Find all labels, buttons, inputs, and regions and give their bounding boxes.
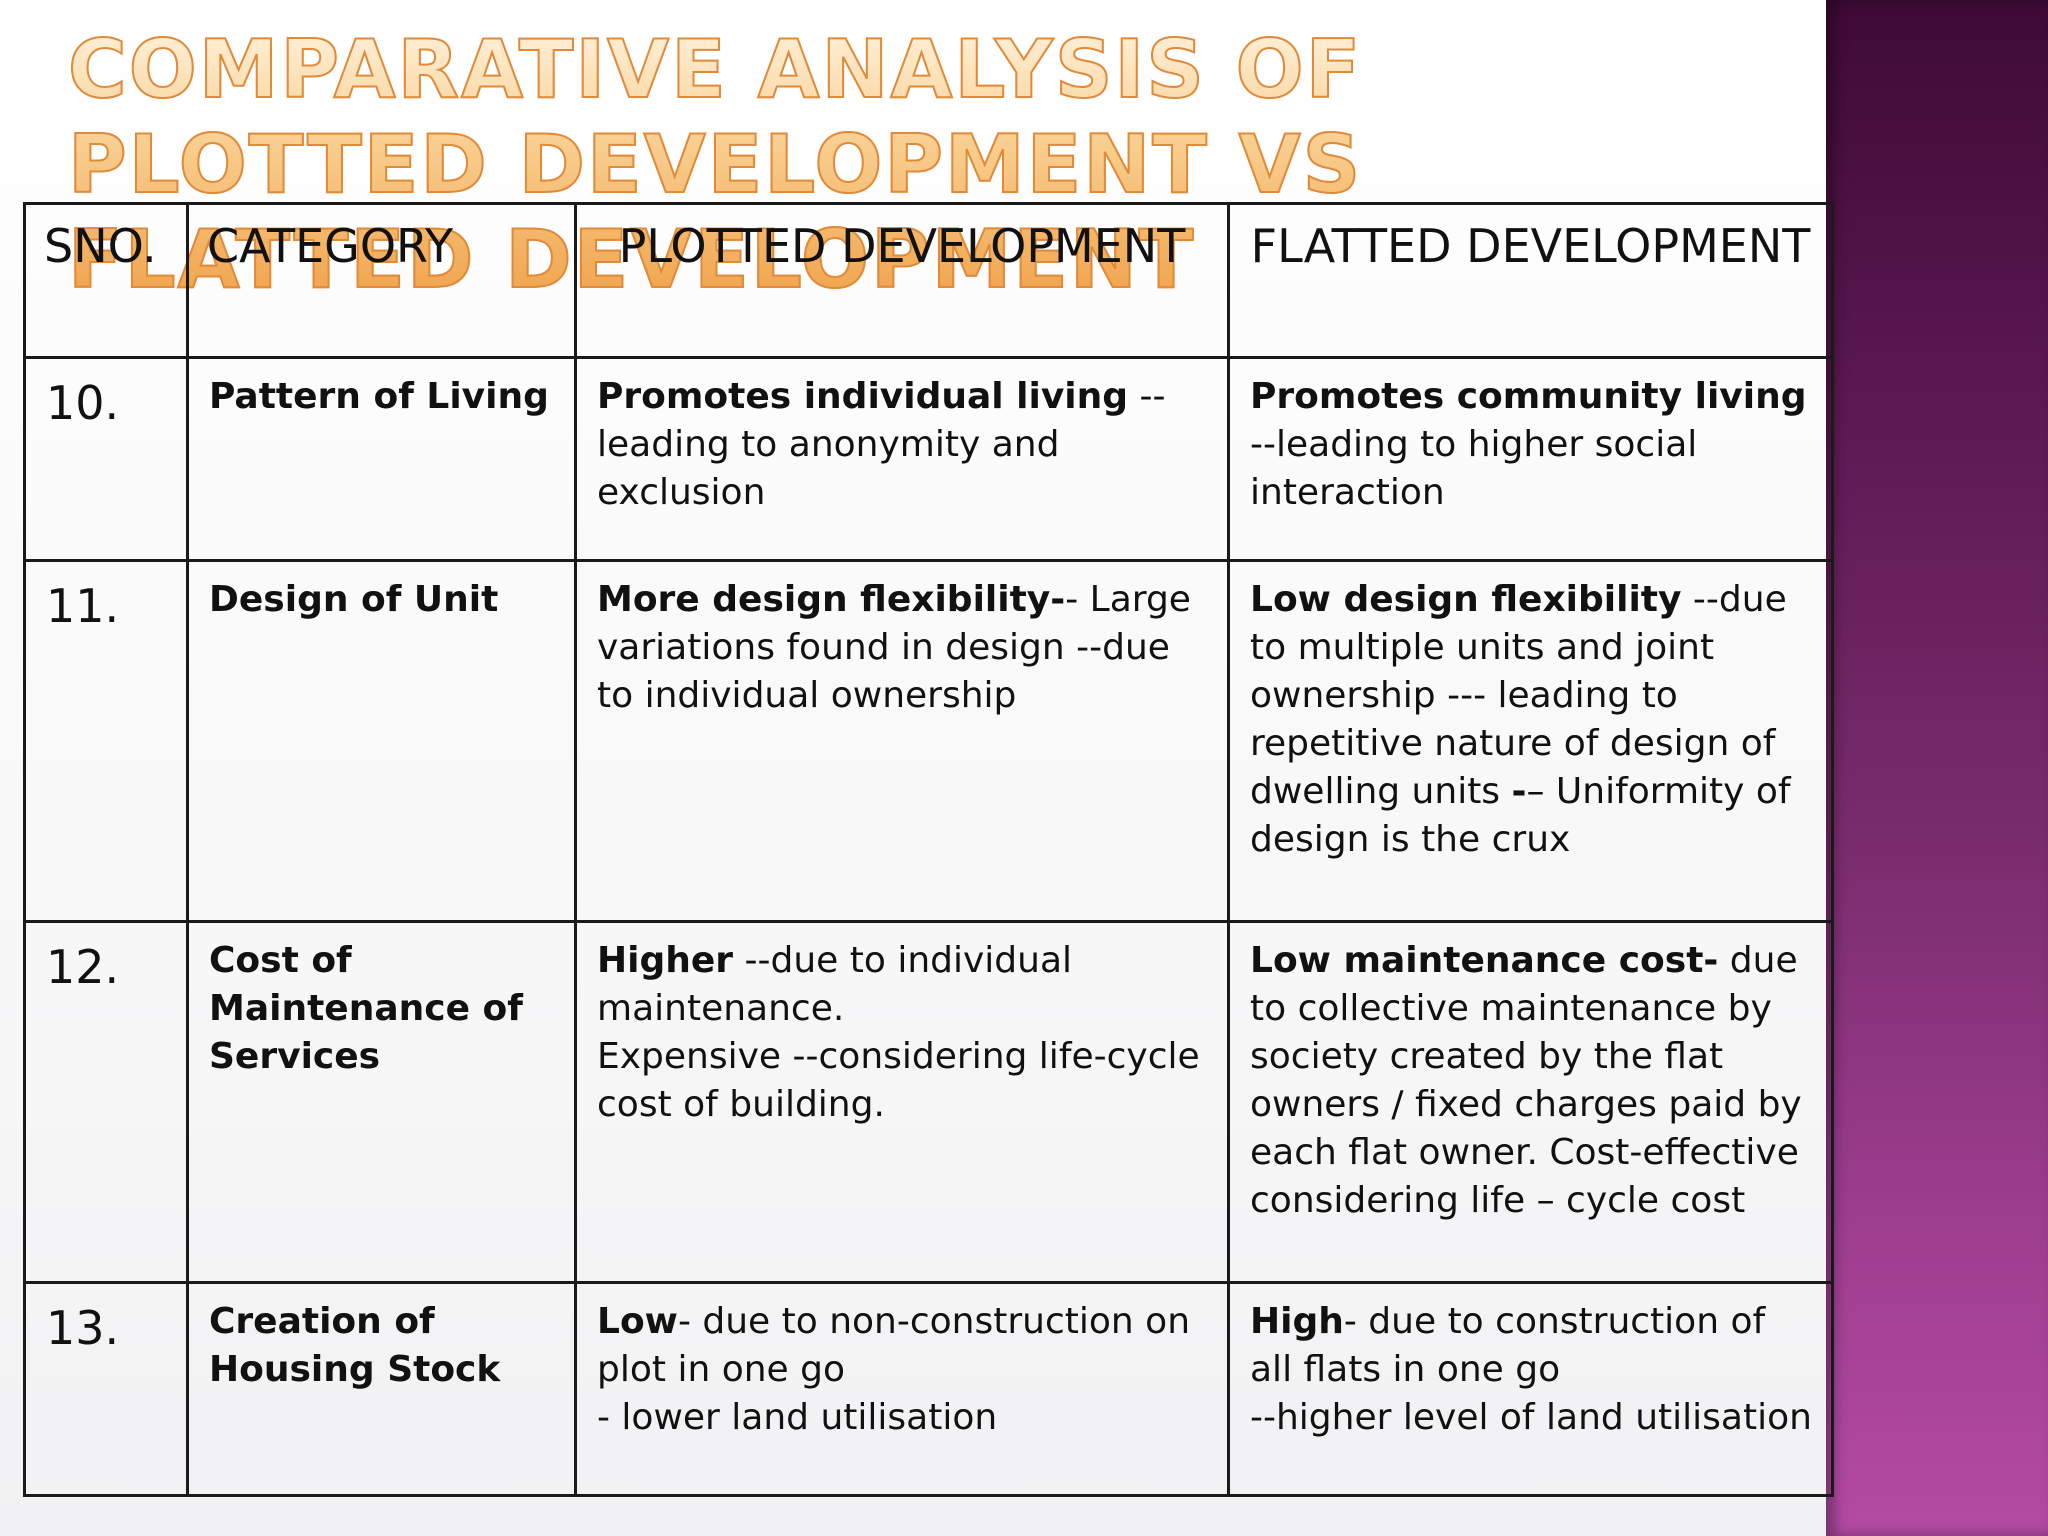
row-plotted-cell: Promotes individual living --leading to …: [574, 356, 1230, 562]
row-category: Design of Unit: [186, 559, 577, 923]
row-category: Cost of Maintenance of Services: [186, 920, 577, 1284]
header-flatted-development: FLATTED DEVELOPMENT: [1227, 202, 1834, 359]
plotted-detail: --due to individual maintenance.: [597, 940, 1073, 1029]
plotted-detail: --leading to anonymity and exclusion: [597, 376, 1166, 513]
plotted-detail-line2: - lower land utilisation: [597, 1397, 998, 1438]
row-plotted-cell: Higher --due to individual maintenance. E…: [574, 920, 1230, 1284]
flatted-detail-line2: --higher level of land utilisation: [1250, 1397, 1812, 1438]
flatted-detail: due to collective maintenance by society…: [1250, 940, 1802, 1221]
row-plotted-cell: Low- due to non-construction on plot in …: [574, 1281, 1230, 1497]
row-flatted-cell: Low maintenance cost- due to collective …: [1227, 920, 1834, 1284]
table-row: 12. Cost of Maintenance of Services High…: [23, 920, 1834, 1284]
flatted-key-phrase: High: [1250, 1301, 1344, 1342]
plotted-detail: - due to non-construction on plot in one…: [597, 1301, 1191, 1390]
row-category: Creation of Housing Stock: [186, 1281, 577, 1497]
plotted-key-phrase: More design flexibility-: [597, 579, 1066, 620]
decorative-side-panel: [1826, 0, 2048, 1536]
plotted-key-phrase: Low: [597, 1301, 678, 1342]
row-flatted-cell: Low design flexibility --due to multiple…: [1227, 559, 1834, 923]
plotted-detail-line2: Expensive --considering life-cycle cost …: [597, 1036, 1200, 1125]
row-category: Pattern of Living: [186, 356, 577, 562]
flatted-key-phrase: Low maintenance cost-: [1250, 940, 1719, 981]
flatted-detail-end: – Uniformity of design is the crux: [1250, 771, 1791, 860]
row-sno: 10.: [23, 356, 189, 562]
comparison-table: SNO. CATEGORY PLOTTED DEVELOPMENT FLATTE…: [23, 202, 1834, 1497]
flatted-detail: --due to multiple units and joint owners…: [1250, 579, 1787, 812]
row-flatted-cell: High- due to construction of all flats i…: [1227, 1281, 1834, 1497]
flatted-detail: - due to construction of all flats in on…: [1250, 1301, 1766, 1390]
row-plotted-cell: More design flexibility-- Large variatio…: [574, 559, 1230, 923]
header-sno: SNO.: [23, 202, 189, 359]
flatted-key-phrase: Promotes community living: [1250, 376, 1807, 417]
plotted-key-phrase: Promotes individual living: [597, 376, 1129, 417]
flatted-detail: --leading to higher social interaction: [1250, 424, 1698, 513]
header-plotted-development: PLOTTED DEVELOPMENT: [574, 202, 1230, 359]
row-flatted-cell: Promotes community living --leading to h…: [1227, 356, 1834, 562]
header-category: CATEGORY: [186, 202, 577, 359]
flatted-key-phrase: Low design flexibility: [1250, 579, 1682, 620]
table-row: 11. Design of Unit More design flexibili…: [23, 559, 1834, 923]
table-header-row: SNO. CATEGORY PLOTTED DEVELOPMENT FLATTE…: [23, 202, 1834, 359]
plotted-key-phrase: Higher: [597, 940, 734, 981]
row-sno: 11.: [23, 559, 189, 923]
plotted-detail: - Large variations found in design --due…: [597, 579, 1191, 716]
table-row: 10. Pattern of Living Promotes individua…: [23, 356, 1834, 562]
row-sno: 13.: [23, 1281, 189, 1497]
flatted-dash: -: [1511, 771, 1527, 812]
row-sno: 12.: [23, 920, 189, 1284]
table-row: 13. Creation of Housing Stock Low- due t…: [23, 1281, 1834, 1497]
